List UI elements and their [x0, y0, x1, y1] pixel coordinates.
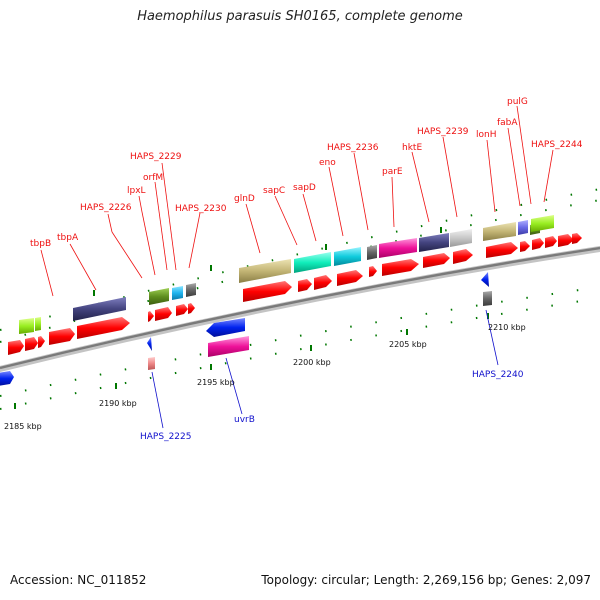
gene-label: HAPS_2225	[140, 432, 191, 442]
gene-label: lonH	[476, 130, 496, 140]
forward-cds-track	[8, 233, 582, 355]
reverse-gene-labels: HAPS_2225 uvrB HAPS_2240	[140, 370, 524, 442]
cds-arrow	[49, 328, 75, 345]
cds-arrow	[243, 281, 292, 302]
gene-block	[73, 297, 126, 321]
gene-label: lpxL	[127, 186, 146, 196]
forward-gene-labels: tbpB tbpA HAPS_2226 lpxL orfM HAPS_2229 …	[30, 97, 583, 249]
cds-arrow	[369, 266, 377, 277]
cds-arrow	[298, 279, 312, 292]
scale-label: 2210 kbp	[488, 323, 526, 332]
map-title: Haemophilus parasuis SH0165, complete ge…	[137, 9, 463, 24]
genome-backbone	[0, 246, 600, 372]
gene-label: HAPS_2239	[417, 127, 469, 137]
gene-block	[450, 229, 472, 247]
cds-arrow	[520, 241, 530, 252]
cds-arrow	[558, 234, 574, 247]
cds-arrow	[572, 233, 582, 244]
gene-block	[518, 220, 528, 235]
gene-label: eno	[319, 158, 336, 168]
cds-arrow	[25, 337, 38, 351]
cds-arrow	[486, 242, 518, 258]
forward-gene-track	[19, 215, 554, 334]
gene-block	[208, 336, 249, 357]
cds-arrow	[188, 303, 195, 314]
gene-label: parE	[382, 167, 403, 177]
scale-label: 2195 kbp	[197, 378, 235, 387]
gene-label: sapD	[293, 183, 316, 193]
cds-arrow	[155, 307, 172, 321]
gene-label: orfM	[143, 173, 163, 183]
gene-label: fabA	[497, 118, 518, 128]
gene-block	[483, 291, 492, 306]
gene-label: HAPS_2230	[175, 204, 227, 214]
cds-arrow	[176, 304, 188, 316]
genome-summary-text: Topology: circular; Length: 2,269,156 bp…	[261, 573, 591, 587]
accession-text: Accession: NC_011852	[10, 573, 147, 587]
scale-label: 2190 kbp	[99, 399, 137, 408]
gene-label: HAPS_2229	[130, 152, 182, 162]
gene-block	[186, 283, 196, 297]
cds-arrow	[382, 259, 419, 276]
scale-label: 2205 kbp	[389, 340, 427, 349]
gene-block	[294, 252, 331, 273]
cds-arrow	[38, 336, 45, 348]
label-leaders	[40, 105, 554, 297]
gene-block	[483, 222, 516, 241]
gene-block	[334, 247, 361, 266]
cds-arrow	[8, 340, 24, 355]
scale-label: 2185 kbp	[4, 422, 42, 431]
cds-arrow	[77, 317, 130, 339]
gene-block	[148, 357, 155, 370]
cds-arrow	[453, 249, 473, 264]
gene-block	[172, 286, 183, 300]
gene-label: uvrB	[234, 415, 255, 425]
cds-arrow	[545, 236, 557, 248]
cds-arrow	[481, 272, 489, 287]
gene-label: pulG	[507, 97, 528, 107]
gene-label: HAPS_2244	[531, 140, 583, 150]
gene-label: hktE	[402, 143, 422, 153]
cds-arrow	[206, 318, 245, 337]
gene-block	[149, 288, 169, 305]
gene-block	[379, 238, 417, 258]
gene-block	[419, 233, 449, 252]
scale-label: 2200 kbp	[293, 358, 331, 367]
cds-arrow	[423, 253, 450, 268]
reverse-label-leaders	[151, 309, 499, 429]
scale-labels: 2185 kbp 2190 kbp 2195 kbp 2200 kbp 2205…	[4, 323, 526, 431]
gene-label: glnD	[234, 194, 255, 204]
gene-block	[19, 318, 34, 334]
gene-label: HAPS_2240	[472, 370, 524, 380]
gene-block	[531, 215, 554, 232]
gene-block	[239, 259, 291, 283]
cds-arrow	[337, 270, 363, 286]
cds-arrow	[147, 337, 152, 351]
gene-label: tbpB	[30, 239, 51, 249]
reverse-strand-track	[0, 272, 492, 386]
tick-marks	[0, 188, 600, 410]
cds-arrow	[314, 275, 332, 290]
gene-block	[35, 317, 41, 331]
gene-label: HAPS_2226	[80, 203, 132, 213]
cds-arrow	[532, 238, 544, 250]
cds-arrow	[148, 311, 154, 322]
cds-arrow	[0, 371, 14, 386]
gene-block	[367, 245, 377, 260]
gene-label: sapC	[263, 186, 285, 196]
gene-label: HAPS_2236	[327, 143, 379, 153]
gene-label: tbpA	[57, 233, 79, 243]
